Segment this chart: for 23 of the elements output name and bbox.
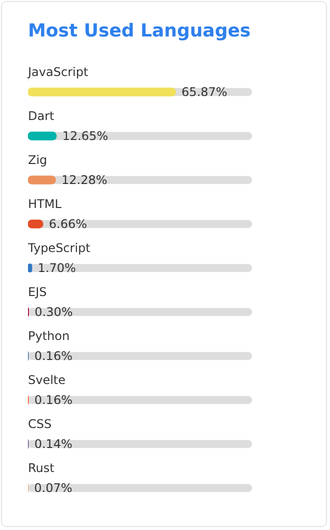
y-tick-label: HTML — [28, 197, 62, 212]
y-tick-label: Rust — [28, 461, 55, 476]
data-label: 12.65% — [62, 129, 108, 144]
bar — [28, 132, 57, 140]
y-tick-label: Zig — [28, 153, 48, 168]
y-tick-label: Svelte — [28, 373, 66, 388]
data-label: 65.87% — [182, 85, 228, 100]
bar — [28, 176, 56, 184]
data-label: 12.28% — [62, 173, 108, 188]
data-label: 0.16% — [34, 393, 72, 408]
data-label: 0.30% — [34, 305, 73, 320]
chart-title: Most Used Languages — [28, 20, 251, 42]
y-tick-label: Python — [28, 329, 70, 344]
data-label: 0.16% — [34, 349, 72, 364]
data-label: 0.07% — [34, 481, 72, 496]
data-label: 0.14% — [34, 437, 72, 452]
y-tick-label: EJS — [28, 285, 47, 300]
y-tick-label: TypeScript — [27, 241, 91, 256]
data-label: 6.66% — [48, 217, 88, 232]
y-tick-label: JavaScript — [27, 65, 88, 80]
y-tick-label: CSS — [28, 417, 52, 432]
data-label: 1.70% — [38, 261, 76, 276]
y-tick-label: Dart — [28, 109, 55, 124]
